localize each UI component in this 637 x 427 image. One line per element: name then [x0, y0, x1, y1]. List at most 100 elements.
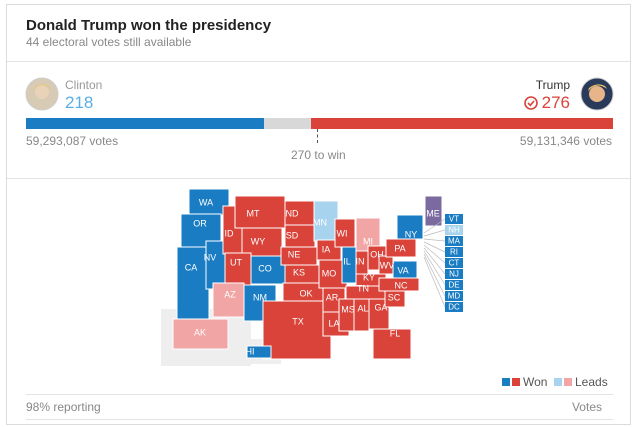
electoral-bar: [26, 118, 613, 129]
state: [234, 195, 286, 229]
small-state-box: [445, 236, 463, 246]
state-label: MD: [448, 292, 461, 301]
connector: [423, 250, 446, 286]
threshold-label: 270 to win: [291, 148, 346, 162]
clinton-bar: [26, 118, 265, 129]
state-label: ID: [225, 228, 235, 238]
candidate-name: Trump: [535, 78, 570, 92]
state-label: NH: [448, 226, 460, 235]
state-label: VT: [449, 215, 459, 224]
connector: [423, 241, 446, 253]
results-card: Donald Trump won the presidency 44 elect…: [6, 4, 631, 425]
state: [313, 200, 339, 242]
state-label: WV: [380, 260, 395, 270]
state-label: ND: [286, 208, 299, 218]
state-label: WA: [199, 197, 213, 207]
connector: [423, 218, 446, 234]
threshold-marker: [317, 129, 318, 143]
small-state-box: [445, 269, 463, 279]
clinton-avatar: [25, 77, 59, 111]
divider: [26, 419, 613, 420]
divider: [26, 394, 613, 395]
state-label: PA: [394, 243, 405, 253]
state-label: CO: [258, 263, 272, 273]
state-label: MI: [363, 236, 373, 246]
state: [241, 227, 283, 257]
state-label: SC: [388, 292, 401, 302]
legend-won-swatch: [502, 378, 520, 386]
small-state-box: [445, 280, 463, 290]
electoral-votes: 276: [541, 93, 570, 112]
state-label: AK: [194, 327, 206, 337]
subtitle: 44 electoral votes still available: [26, 35, 192, 49]
state-label: MN: [313, 217, 327, 227]
state: [424, 195, 443, 227]
title: Donald Trump won the presidency: [26, 17, 272, 34]
small-state-box: [445, 302, 463, 312]
state-label: FL: [390, 328, 401, 338]
small-state-box: [445, 258, 463, 268]
state-label: TX: [292, 316, 304, 326]
state-label: NM: [253, 292, 267, 302]
state-label: SD: [286, 230, 299, 240]
state-label: VA: [397, 265, 408, 275]
connector: [423, 256, 446, 308]
connector: [423, 244, 446, 264]
divider: [7, 178, 630, 179]
state-label: AL: [357, 303, 368, 313]
state-label: TN: [357, 283, 369, 293]
state-label: IN: [356, 256, 365, 266]
popular-votes: 59,131,346 votes: [519, 134, 612, 148]
reporting: 98% reporting: [26, 400, 101, 414]
state-label: AR: [326, 292, 339, 302]
votes-link[interactable]: Votes: [571, 400, 602, 414]
state-label: ME: [426, 208, 440, 218]
state-label: LA: [328, 318, 339, 328]
state: [250, 255, 286, 285]
state-label: HI: [246, 346, 255, 356]
state-label: MO: [322, 268, 337, 278]
trump-bar: [311, 118, 613, 129]
state-label: KY: [363, 272, 375, 282]
small-state-box: [445, 247, 463, 257]
state: [176, 246, 210, 322]
state-label: MA: [448, 237, 461, 246]
small-state-box: [445, 214, 463, 224]
state-label: RI: [450, 248, 458, 257]
connector: [423, 253, 446, 297]
state-label: UT: [230, 257, 242, 267]
legend-won: Won: [523, 375, 548, 389]
state-label: OH: [370, 249, 384, 259]
state-label: MS: [341, 304, 355, 314]
legend-leads-swatch: [554, 378, 572, 386]
state-label: NJ: [449, 270, 459, 279]
state-label: NV: [204, 252, 217, 262]
legend-leads: Leads: [575, 375, 608, 389]
state-label: WI: [337, 228, 348, 238]
state-label: OK: [299, 288, 312, 298]
state-label: NE: [288, 249, 301, 259]
state-label: WY: [251, 236, 266, 246]
state-label: KS: [293, 267, 305, 277]
state-label: IL: [343, 256, 351, 266]
state-label: AZ: [224, 289, 236, 299]
state: [188, 188, 230, 216]
state-label: DC: [448, 303, 460, 312]
trump-avatar: [580, 77, 614, 111]
state-label: NC: [395, 280, 408, 290]
electoral-votes: 218: [65, 93, 94, 112]
winner-check: [524, 96, 538, 110]
state-label: DE: [448, 281, 459, 290]
state: [172, 318, 229, 350]
state-label: GA: [374, 302, 387, 312]
state: [396, 214, 424, 240]
small-state-box: [445, 225, 463, 235]
state: [262, 300, 332, 360]
divider: [7, 61, 630, 62]
state-label: CA: [185, 262, 198, 272]
connector: [423, 247, 446, 275]
state: [284, 200, 316, 226]
state: [212, 282, 245, 318]
